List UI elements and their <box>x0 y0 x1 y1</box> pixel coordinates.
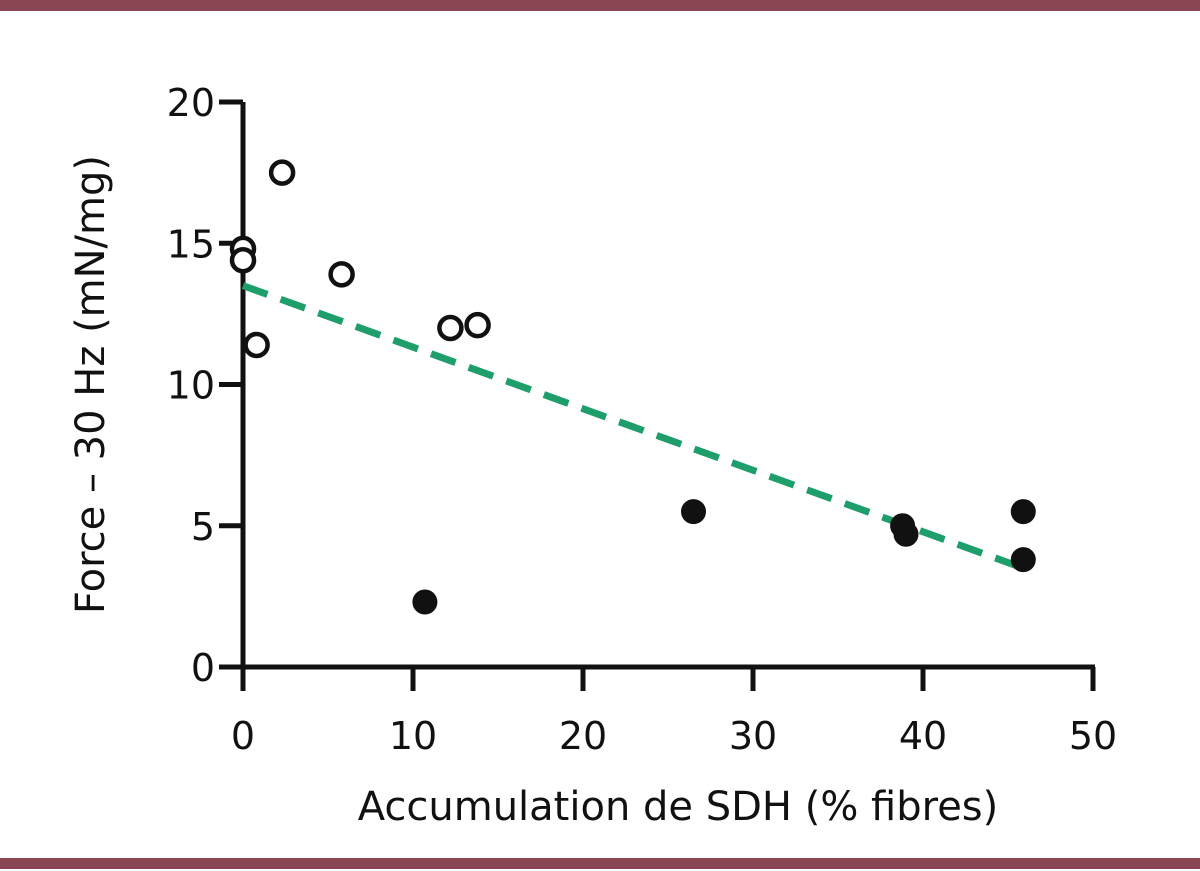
x-axis-title: Accumulation de SDH (% fibres) <box>358 784 999 830</box>
bottom-border-rule <box>0 858 1200 869</box>
filled-data-point <box>1010 547 1036 573</box>
filled-data-point <box>1010 499 1036 525</box>
y-axis-title: Force – 30 Hz (mN/mg) <box>68 155 114 614</box>
top-border-rule <box>0 0 1200 11</box>
x-tick-label: 30 <box>729 714 777 758</box>
y-tick-label: 15 <box>167 222 215 266</box>
y-tick-label: 20 <box>167 81 215 125</box>
filled-data-point <box>893 521 919 547</box>
ticks: 0 10 20 30 40 50 0 5 10 15 20 <box>167 81 1118 758</box>
axes <box>240 102 1095 670</box>
data-points <box>229 159 1036 615</box>
filled-data-point <box>412 589 438 615</box>
open-data-point <box>328 261 355 288</box>
y-tick-label: 0 <box>191 646 215 690</box>
open-data-point <box>268 159 296 186</box>
open-data-point <box>243 331 270 359</box>
x-tick-label: 50 <box>1069 714 1117 758</box>
open-data-point <box>229 246 257 274</box>
filled-data-point <box>681 499 706 525</box>
x-tick-label: 20 <box>559 714 607 758</box>
x-tick-label: 40 <box>899 714 947 758</box>
open-data-point <box>464 311 491 339</box>
y-tick-label: 5 <box>191 505 215 549</box>
y-tick-label: 10 <box>167 364 215 408</box>
x-tick-label: 10 <box>389 714 437 758</box>
open-data-point <box>437 314 464 342</box>
x-tick-label: 0 <box>231 714 255 758</box>
